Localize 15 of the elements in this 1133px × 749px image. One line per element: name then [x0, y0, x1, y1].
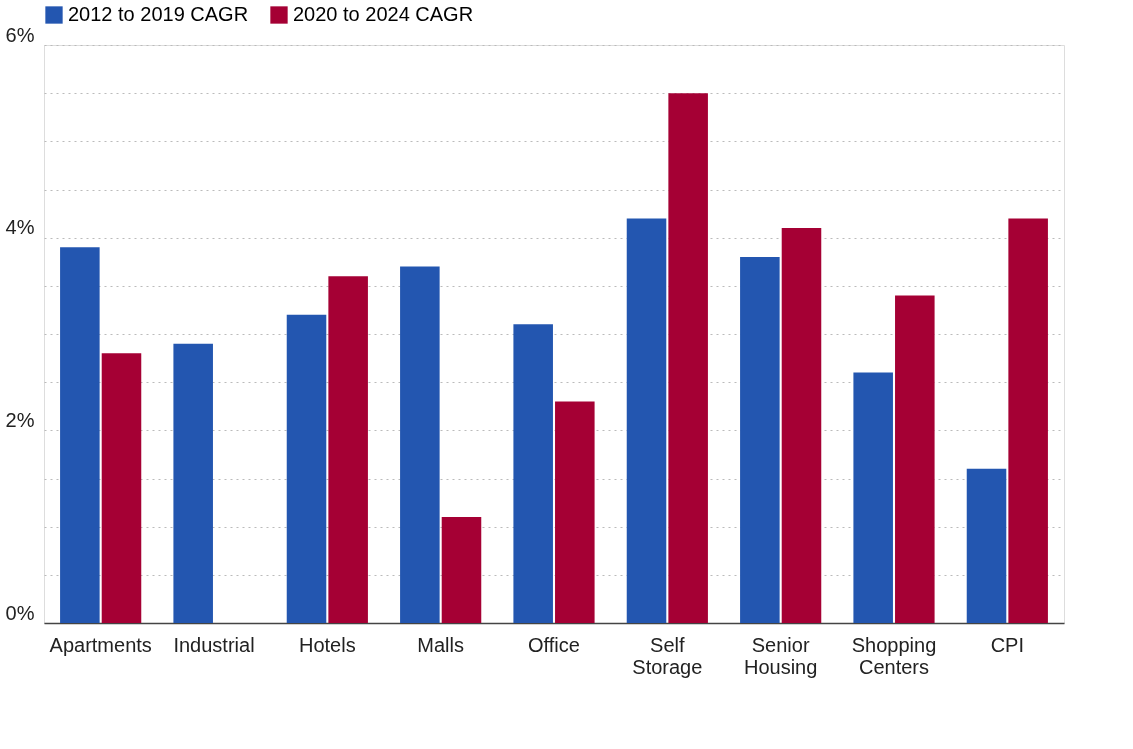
x-tick-label: Malls [417, 633, 464, 656]
x-tick-label: CPI [990, 633, 1025, 656]
legend-label: 2020 to 2024 CAGR [293, 3, 474, 25]
y-tick-label: 4% [5, 216, 35, 239]
x-tick-label: Office [528, 633, 580, 656]
x-tick-label: Self Storage [632, 633, 703, 678]
y-tick-label: 2% [5, 408, 35, 431]
legend-label: 2012 to 2019 CAGR [68, 3, 249, 25]
x-tick-label: Industrial [173, 633, 255, 656]
y-tick-label: 6% [5, 23, 35, 46]
y-tick-label: 0% [5, 601, 35, 624]
x-tick-label: Hotels [298, 633, 356, 656]
x-tick-label: Apartments [49, 633, 152, 656]
x-tick-label: Shopping Centers [851, 633, 937, 678]
x-tick-label: Senior Housing [743, 633, 818, 678]
